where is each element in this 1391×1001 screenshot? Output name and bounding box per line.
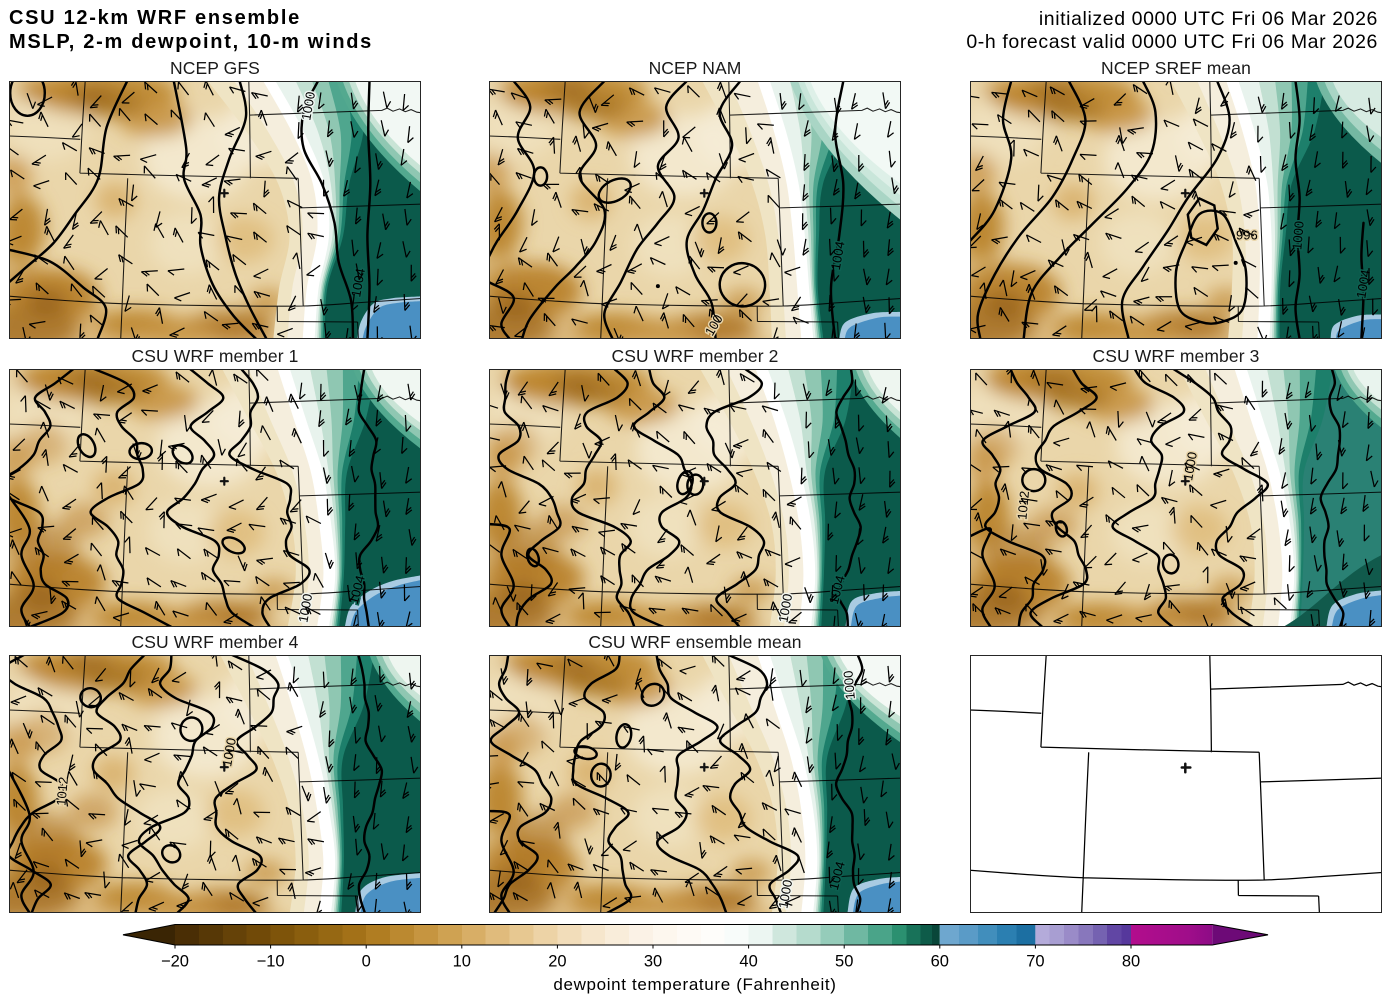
svg-text:1000: 1000 xyxy=(840,670,857,700)
svg-text:1000: 1000 xyxy=(1289,220,1306,250)
svg-text:10: 10 xyxy=(453,953,471,971)
svg-text:20: 20 xyxy=(548,953,566,971)
svg-text:1000: 1000 xyxy=(298,90,318,121)
svg-text:dewpoint temperature (Fahrenhe: dewpoint temperature (Fahrenheit) xyxy=(553,975,836,994)
svg-text:40: 40 xyxy=(739,953,757,971)
svg-text:−20: −20 xyxy=(161,953,189,971)
svg-text:1000: 1000 xyxy=(775,879,795,910)
svg-text:70: 70 xyxy=(1026,953,1044,971)
svg-text:996: 996 xyxy=(1236,228,1258,243)
svg-text:1004: 1004 xyxy=(828,240,848,271)
svg-text:0: 0 xyxy=(362,953,371,971)
svg-text:−10: −10 xyxy=(257,953,285,971)
svg-text:50: 50 xyxy=(835,953,853,971)
svg-text:1012: 1012 xyxy=(53,776,70,806)
svg-text:1000: 1000 xyxy=(1180,451,1200,482)
svg-text:60: 60 xyxy=(931,953,949,971)
svg-text:30: 30 xyxy=(644,953,662,971)
svg-text:1004: 1004 xyxy=(348,267,368,298)
svg-text:80: 80 xyxy=(1122,953,1140,971)
svg-text:1012: 1012 xyxy=(1014,490,1031,520)
